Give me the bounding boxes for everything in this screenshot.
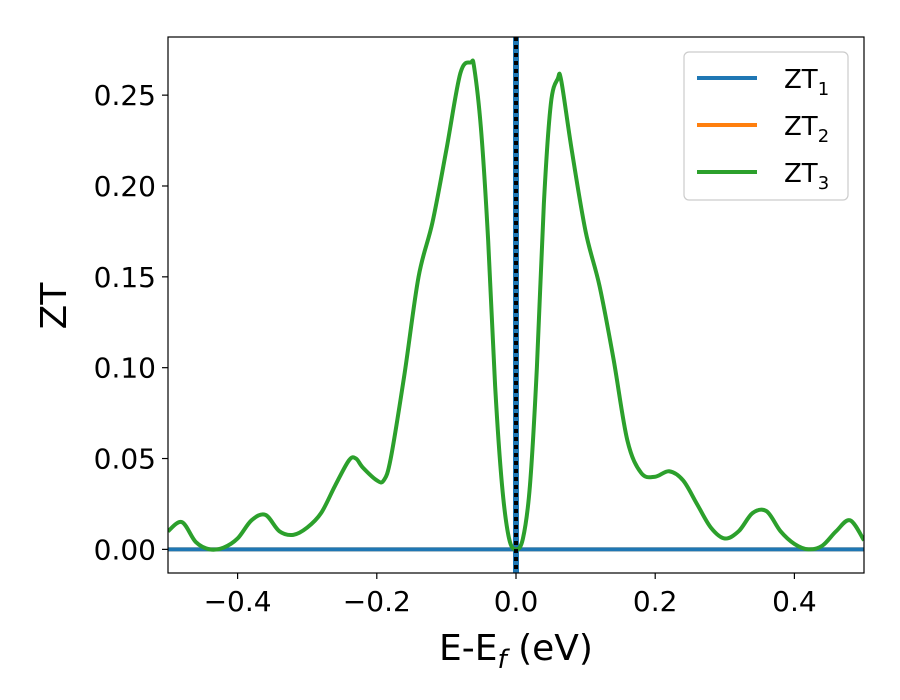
legend-item-zt3: ZT3: [697, 159, 829, 194]
y-tick-label: 0.25: [94, 79, 156, 112]
y-tick-label: 0.20: [94, 170, 156, 203]
plot-area: [167, 36, 865, 574]
legend-label: ZT2: [784, 112, 829, 147]
y-tick-label: 0.15: [94, 261, 156, 294]
x-tick-label: 0.2: [633, 585, 678, 618]
legend-frame: [683, 51, 849, 201]
series-line-zt3: [168, 58, 864, 552]
legend: ZT1 ZT2 ZT3: [683, 51, 849, 201]
legend-item-zt2: ZT2: [697, 112, 829, 147]
y-tick-label: 0.00: [94, 533, 156, 566]
x-tick-label: −0.2: [343, 585, 411, 618]
y-axis: 0.00 0.05 0.10 0.15 0.20 0.25: [94, 79, 168, 566]
x-tick-label: −0.4: [204, 585, 272, 618]
y-tick-label: 0.10: [94, 352, 156, 385]
y-axis-title: ZT: [34, 282, 75, 330]
y-tick-label: 0.05: [94, 443, 156, 476]
x-tick-label: 0.0: [494, 585, 539, 618]
series-lines: [168, 37, 864, 573]
x-axis: −0.4 −0.2 0.0 0.2 0.4: [204, 573, 817, 618]
legend-item-zt1: ZT1: [697, 65, 829, 100]
x-axis-title: E-Ef (eV): [439, 628, 593, 675]
legend-label: ZT3: [784, 159, 829, 194]
legend-label: ZT1: [784, 65, 829, 100]
x-tick-label: 0.4: [772, 585, 817, 618]
